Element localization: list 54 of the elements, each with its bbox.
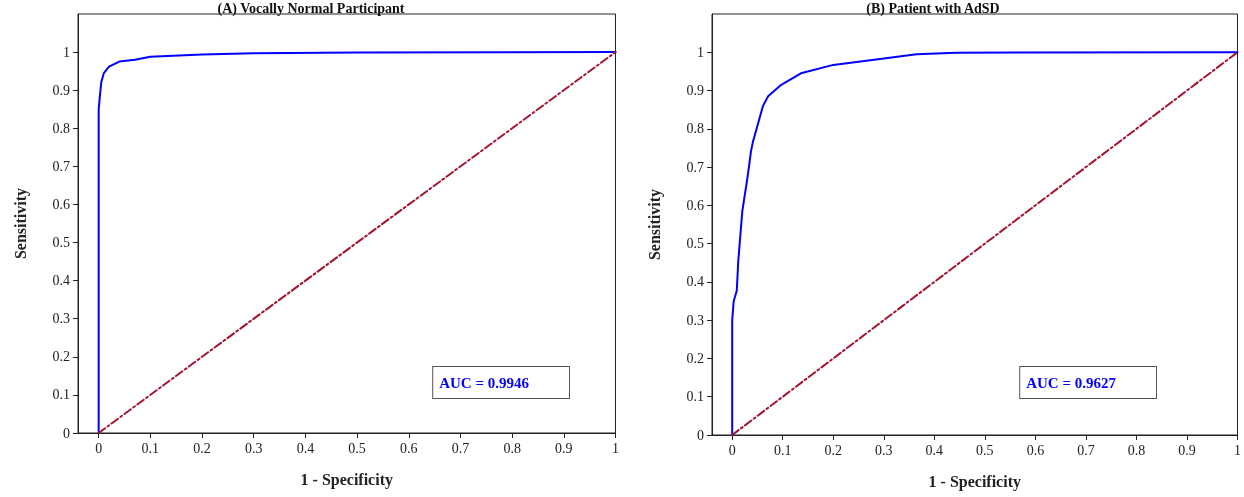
y-tick-label: 0.7 — [686, 159, 704, 175]
x-tick-label: 0.9 — [555, 440, 573, 456]
x-tick-label: 0.9 — [1178, 442, 1196, 458]
y-tick-label: 0.5 — [52, 235, 70, 251]
x-tick-label: 0.4 — [296, 440, 315, 456]
y-tick-label: 0.9 — [686, 83, 704, 99]
y-tick-label: 0.8 — [686, 121, 704, 137]
y-tick-label: 1 — [697, 44, 704, 60]
x-tick-label: 0.1 — [141, 440, 160, 456]
y-tick-label: 0 — [697, 427, 704, 443]
x-tick-label: 0.3 — [244, 440, 263, 456]
y-tick-label: 0.4 — [52, 273, 70, 289]
x-tick-label: 0.6 — [400, 440, 418, 456]
x-axis-title: 1 - Specificity — [300, 470, 393, 489]
x-tick-label: 0.4 — [925, 442, 944, 458]
y-tick-label: 0.7 — [52, 158, 70, 174]
y-tick-label: 0.3 — [686, 312, 704, 328]
x-tick-label: 0.5 — [976, 442, 994, 458]
y-axis-title: Sensitivity — [645, 188, 664, 261]
y-tick-label: 0.2 — [686, 350, 704, 366]
y-tick-label: 0.4 — [686, 274, 704, 290]
y-axis-title: Sensitivity — [11, 187, 30, 260]
y-tick-label: 0.5 — [686, 236, 704, 252]
x-tick-label: 0 — [95, 440, 103, 456]
y-tick-label: 0.2 — [52, 349, 70, 365]
line-series — [731, 51, 1239, 436]
x-tick-label: 0.8 — [503, 440, 521, 456]
y-tick-label: 0.8 — [52, 120, 70, 136]
chart-title: (B) Patient with AdSD — [866, 0, 1000, 17]
y-tick-label: 0.1 — [52, 387, 70, 403]
x-tick-label: 1 — [1234, 442, 1241, 458]
x-tick-label: 0.8 — [1127, 442, 1146, 458]
line-series — [97, 51, 617, 434]
x-axis-title: 1 - Specificity — [928, 472, 1021, 491]
x-tick-label: 0.7 — [451, 440, 470, 456]
y-tick-label: 1 — [63, 44, 70, 60]
y-tick-label: 0.6 — [686, 197, 704, 213]
chart-title: (A) Vocally Normal Participant — [217, 0, 405, 17]
annotation: AUC = 0.9946 — [439, 374, 530, 391]
y-tick-label: 0.1 — [686, 389, 704, 405]
y-tick-label: 0 — [63, 425, 70, 441]
x-tick-label: 0.2 — [824, 442, 843, 458]
x-tick-label: 0.6 — [1026, 442, 1045, 458]
y-tick-label: 0.6 — [52, 196, 70, 212]
x-tick-label: 0.3 — [875, 442, 893, 458]
y-tick-label: 0.3 — [52, 311, 70, 327]
x-tick-label: 0.1 — [773, 442, 792, 458]
x-tick-label: 0.5 — [348, 440, 366, 456]
annotation: AUC = 0.9627 — [1026, 374, 1117, 391]
x-tick-label: 1 — [612, 440, 619, 456]
x-tick-label: 0.7 — [1077, 442, 1095, 458]
x-tick-label: 0.2 — [193, 440, 211, 456]
y-tick-label: 0.9 — [52, 82, 70, 98]
x-tick-label: 0 — [728, 442, 736, 458]
